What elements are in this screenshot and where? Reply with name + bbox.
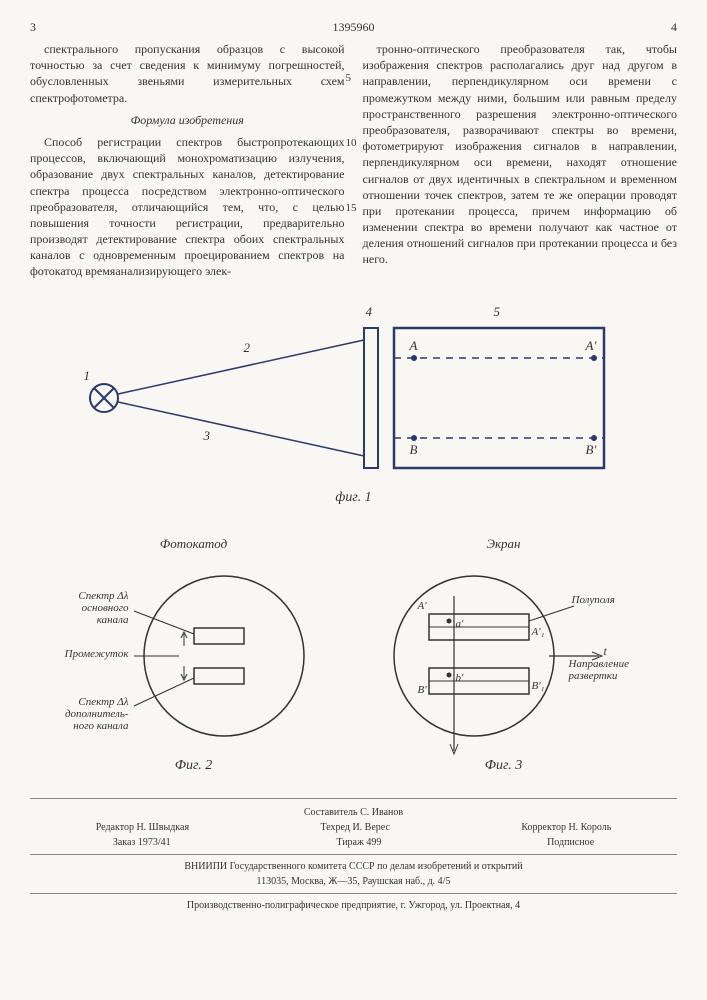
fig1-label-4: 4: [366, 304, 373, 320]
fig3-A: A′: [418, 600, 427, 612]
linenum-15: 15: [346, 201, 357, 216]
linenum-5: 5: [346, 71, 357, 86]
fig2-caption: Фиг. 2: [74, 758, 314, 774]
figure-3-block: Экран A′ A′₁ B′: [374, 536, 634, 774]
left-para-2: Способ регистрации спектров быстропротек…: [30, 134, 345, 280]
page-header: 3 1395960 4: [30, 20, 677, 35]
footer-corrector: Корректор Н. Король: [521, 820, 611, 835]
footer-row-2: Заказ 1973/41 Тираж 499 Подписное: [30, 835, 677, 850]
figure-2: Спектр Δλ основного канала Промежуток Сп…: [74, 556, 314, 756]
linenum-10: 10: [346, 136, 357, 151]
fig3-a: a′: [456, 618, 464, 630]
footer-print: Производственно-полиграфическое предприя…: [30, 898, 677, 913]
fig3-Ap: A′₁: [532, 626, 545, 638]
footer-addr: 113035, Москва, Ж—35, Раушская наб., д. …: [30, 874, 677, 889]
fig3-dir: Направление развертки: [569, 658, 630, 682]
footer-compiler: Составитель С. Иванов: [30, 805, 677, 820]
fig2-label-2: Промежуток: [34, 648, 129, 660]
footer-order: Заказ 1973/41: [113, 835, 171, 850]
right-para-1: тронно-оптического преобразователя так, …: [363, 41, 678, 268]
fig2-label-3: Спектр Δλ дополнитель- ного канала: [34, 696, 129, 732]
page-num-right: 4: [671, 20, 677, 35]
fig1-label-1: 1: [84, 368, 91, 384]
line-numbers: 5 10 15: [346, 41, 357, 216]
fig1-label-A: A: [410, 338, 418, 354]
fig1-label-5: 5: [494, 304, 501, 320]
figure-2-block: Фотокатод Спектр Δλ основного канала Про…: [74, 536, 314, 774]
text-columns: спектрального пропускания образцов с выс…: [30, 41, 677, 280]
left-para-1: спектрального пропускания образцов с выс…: [30, 41, 345, 106]
fig3-Bp: B′₁: [532, 680, 545, 692]
fig1-label-Bp: B′: [586, 442, 597, 458]
figure-1-block: 1 2 3 4 5 A A′ B B′ фиг. 1: [30, 298, 677, 506]
fig3-B: B′: [418, 684, 427, 696]
fig2-title: Фотокатод: [74, 536, 314, 552]
fig1-label-Ap: A′: [586, 338, 597, 354]
figure-row-2-3: Фотокатод Спектр Δλ основного канала Про…: [30, 536, 677, 774]
fig3-pol: Полуполя: [572, 594, 615, 606]
fig3-t: t: [604, 644, 607, 659]
figure-1: 1 2 3 4 5 A A′ B B′: [74, 298, 634, 488]
fig3-title: Экран: [374, 536, 634, 552]
figure-1-svg: [74, 298, 634, 488]
fig1-label-B: B: [410, 442, 418, 458]
formula-title: Формула изобретения: [30, 112, 345, 128]
fig1-label-2: 2: [244, 340, 251, 356]
footer-row-1: Редактор Н. Швыдкая Техред И. Верес Корр…: [30, 820, 677, 835]
column-right: тронно-оптического преобразователя так, …: [363, 41, 678, 280]
fig2-label-1: Спектр Δλ основного канала: [34, 590, 129, 626]
footer: Составитель С. Иванов Редактор Н. Швыдка…: [30, 798, 677, 913]
footer-org: ВНИИПИ Государственного комитета СССР по…: [30, 859, 677, 874]
fig1-label-3: 3: [204, 428, 211, 444]
fig1-caption: фиг. 1: [30, 490, 677, 506]
patent-number: 1395960: [36, 20, 671, 35]
footer-editor: Редактор Н. Швыдкая: [96, 820, 189, 835]
fig3-b: b′: [456, 672, 464, 684]
column-left: спектрального пропускания образцов с выс…: [30, 41, 345, 280]
footer-tech: Техред И. Верес: [321, 820, 390, 835]
footer-subscr: Подписное: [547, 835, 594, 850]
figure-3: A′ A′₁ B′ B′₁ a′ b′ Полуполя t Направлен…: [374, 556, 634, 756]
footer-tirage: Тираж 499: [336, 835, 381, 850]
